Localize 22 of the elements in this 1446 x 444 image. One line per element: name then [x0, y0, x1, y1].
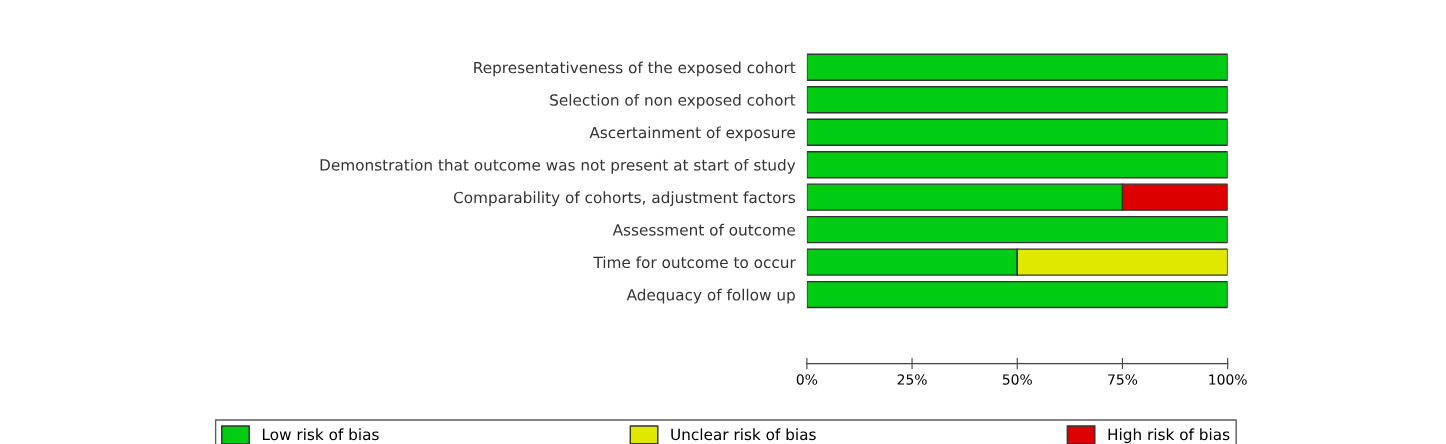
x-tick-label: 50% [1002, 374, 1032, 385]
y-tick-label: Demonstration that outcome was not present at start of study [320, 158, 796, 174]
y-tick-label: Adequacy of follow up [626, 288, 795, 304]
y-tick-label: Assessment of outcome [612, 223, 795, 236]
legend-label: Unclear risk of bias [671, 428, 816, 441]
y-tick-label: Time for outcome to occur [593, 256, 796, 269]
x-tick-label: 75% [1108, 374, 1138, 385]
y-tick-label: Ascertainment of exposure [589, 126, 795, 142]
bar [806, 86, 1228, 114]
y-tick-label: Selection of non exposed cohort [550, 93, 796, 109]
bar [806, 118, 1228, 146]
x-tick-label: 0% [796, 374, 818, 385]
legend-label: High risk of bias [1108, 428, 1230, 444]
bar [806, 280, 1228, 309]
x-tick-label: 25% [897, 374, 927, 385]
x-tick-label: 100% [1209, 374, 1247, 385]
bar [806, 53, 1228, 81]
bar [806, 151, 1228, 179]
bar [806, 215, 1228, 244]
y-tick-label: Comparability of cohorts, adjustment factors [453, 191, 796, 207]
legend-label: Low risk of bias [262, 428, 379, 441]
y-tick-label: Representativeness of the exposed cohort [474, 61, 796, 77]
